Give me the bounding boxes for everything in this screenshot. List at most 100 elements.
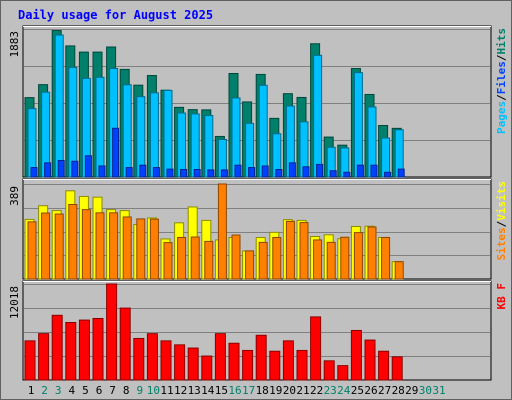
bar	[180, 169, 188, 178]
x-tick-label: 5	[82, 384, 89, 397]
x-axis-labels: 1 2 3 4 5 6 7 8 9 10 11 12 13 14 15 16 17 18 19 20 21 22 23 24 2…	[28, 384, 446, 397]
bar	[381, 236, 391, 280]
bar	[397, 168, 405, 178]
x-tick-label: 17	[242, 384, 255, 397]
x-tick-label: 14	[201, 384, 215, 397]
bar	[288, 162, 296, 178]
bar	[54, 213, 64, 280]
bar	[95, 76, 105, 178]
bar	[356, 164, 364, 178]
bar	[248, 167, 256, 178]
bar	[353, 72, 363, 178]
bar	[204, 115, 214, 178]
bar	[340, 236, 350, 280]
x-tick-label: 26	[364, 384, 377, 397]
x-tick-label: 27	[378, 384, 391, 397]
x-tick-label: 9	[136, 384, 143, 397]
bar	[119, 307, 131, 381]
bar	[302, 166, 310, 178]
x-tick-label: 8	[123, 384, 130, 397]
bar	[149, 218, 159, 280]
x-tick-label: 21	[296, 384, 309, 397]
bar	[122, 216, 132, 280]
bar	[370, 164, 378, 178]
y-max-label: 12018	[8, 286, 21, 319]
bar	[214, 333, 226, 381]
bar	[24, 340, 36, 381]
bar	[68, 204, 78, 280]
bar	[38, 333, 50, 381]
bar	[384, 171, 392, 178]
bar	[106, 283, 118, 381]
bar	[190, 236, 200, 280]
x-tick-label: 1	[28, 384, 35, 397]
bar	[258, 241, 268, 280]
bar	[27, 221, 37, 280]
legend-label: Pages/Files/Hits	[495, 28, 508, 134]
bar	[30, 167, 38, 178]
x-tick-label: 22	[310, 384, 323, 397]
chart-title: Daily usage for August 2025	[18, 8, 213, 22]
x-tick-label: 10	[147, 384, 160, 397]
bar	[313, 54, 323, 178]
legend-entry: /	[495, 220, 508, 227]
bar	[71, 160, 79, 178]
x-tick-label: 13	[188, 384, 201, 397]
x-tick-label: 30	[419, 384, 432, 397]
x-tick-label: 15	[215, 384, 228, 397]
x-tick-label: 4	[68, 384, 75, 397]
bar	[136, 218, 146, 280]
bar	[337, 365, 349, 381]
bar	[367, 226, 377, 280]
bar	[57, 159, 65, 178]
bar	[177, 236, 187, 280]
bar	[364, 339, 376, 381]
bar	[44, 162, 52, 178]
legend-entry: Pages	[495, 101, 508, 134]
legend-label: KB F	[495, 283, 508, 310]
bar	[381, 137, 391, 178]
bar	[255, 334, 267, 381]
bar	[65, 321, 77, 381]
bar	[27, 108, 37, 178]
bar	[329, 170, 337, 178]
bar	[149, 92, 159, 178]
bar	[41, 212, 51, 280]
bar	[275, 169, 283, 178]
bar	[207, 169, 215, 178]
bar	[193, 169, 201, 178]
bar	[204, 240, 214, 280]
bar	[81, 209, 91, 280]
x-tick-label: 12	[174, 384, 187, 397]
legend-entry: Hits	[495, 28, 508, 55]
x-tick-label: 6	[96, 384, 103, 397]
bar	[68, 67, 78, 178]
bar	[394, 261, 404, 280]
bar	[316, 163, 324, 178]
bar	[310, 316, 322, 381]
bar	[350, 329, 362, 381]
bar	[152, 167, 160, 178]
bar	[217, 183, 227, 280]
bar	[84, 155, 92, 178]
bar	[258, 84, 268, 178]
bar	[190, 113, 200, 178]
legend-entry: Files	[495, 61, 508, 94]
bar	[112, 127, 120, 178]
x-tick-label: 19	[269, 384, 282, 397]
x-tick-label: 24	[337, 384, 351, 397]
bar	[299, 222, 309, 280]
bar	[163, 242, 173, 280]
bar	[391, 356, 403, 381]
y-max-label: 1883	[8, 31, 21, 58]
x-tick-label: 18	[256, 384, 269, 397]
bar	[187, 347, 199, 381]
bar	[343, 171, 351, 178]
bar	[133, 337, 145, 381]
legend-entry: Sites	[495, 227, 508, 260]
bar	[231, 234, 241, 280]
bar	[285, 220, 295, 280]
bar	[234, 164, 242, 178]
bar	[272, 236, 282, 280]
